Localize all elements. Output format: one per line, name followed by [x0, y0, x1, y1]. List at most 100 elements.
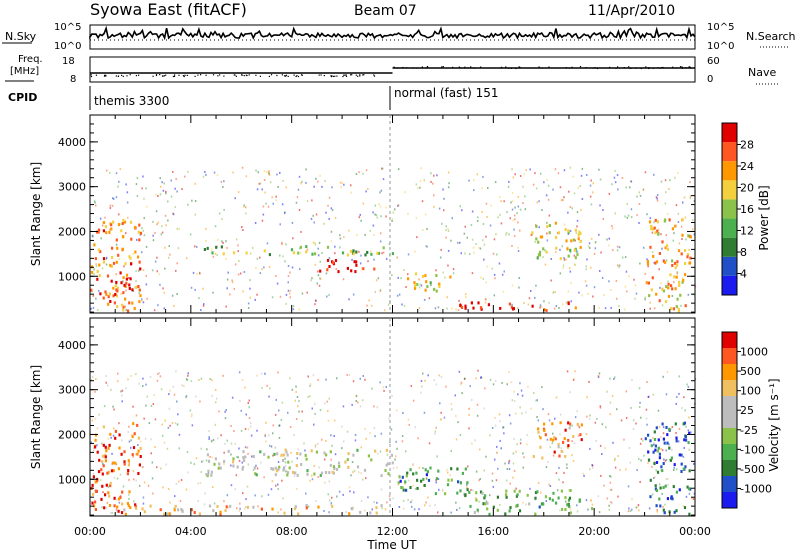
scatter-cell: [96, 481, 98, 484]
scatter-cell: [471, 442, 473, 445]
scatter-cell: [592, 191, 594, 194]
scatter-cell: [498, 262, 501, 265]
scatter-cell: [280, 418, 283, 421]
scatter-cell: [632, 419, 635, 422]
scatter-cell: [392, 211, 395, 214]
scatter-cell: [681, 238, 683, 240]
scatter-cell: [384, 508, 387, 511]
scatter-cell: [420, 391, 422, 394]
scatter-cell: [237, 244, 239, 247]
scatter-cell: [667, 280, 669, 283]
scatter-cell: [482, 277, 485, 280]
scatter-cell: [673, 469, 675, 471]
scatter-cell: [573, 254, 576, 257]
scatter-cell: [277, 371, 279, 374]
scatter-cell: [289, 292, 291, 295]
region-cell: [216, 505, 219, 508]
scatter-cell: [477, 511, 479, 513]
region-cell: [460, 306, 464, 309]
nsky-tick-top: 10^5: [54, 22, 81, 33]
scatter-cell: [176, 423, 179, 426]
region-cell: [674, 224, 677, 228]
scatter-cell: [157, 221, 159, 224]
region-cell: [115, 280, 118, 284]
scatter-cell: [590, 266, 592, 269]
scatter-cell: [264, 433, 266, 436]
region-cell: [661, 469, 664, 473]
scatter-cell: [128, 462, 130, 465]
scatter-cell: [594, 241, 597, 243]
region-cell: [561, 507, 564, 511]
scatter-cell: [633, 278, 635, 281]
scatter-cell: [585, 284, 588, 287]
velocity-colorbar-tick-label: -1000: [740, 482, 772, 495]
region-cell: [483, 496, 486, 500]
scatter-cell: [282, 179, 284, 182]
scatter-cell: [515, 487, 517, 490]
scatter-cell: [598, 511, 601, 514]
region-cell: [413, 284, 417, 288]
scatter-cell: [336, 377, 338, 380]
scatter-cell: [93, 268, 95, 271]
scatter-cell: [547, 413, 550, 416]
scatter-cell: [118, 213, 120, 216]
scatter-cell: [154, 418, 157, 421]
scatter-cell: [468, 413, 470, 416]
scatter-cell: [346, 430, 349, 433]
scatter-cell: [577, 186, 580, 189]
scatter-cell: [226, 278, 229, 281]
region-cell: [513, 489, 516, 493]
region-cell: [655, 260, 659, 264]
nave-dot: [362, 74, 364, 76]
region-cell: [104, 290, 107, 294]
region-cell: [96, 230, 99, 234]
scatter-cell: [198, 379, 200, 381]
scatter-cell: [297, 448, 299, 451]
scatter-cell: [218, 212, 221, 215]
region-cell: [681, 233, 684, 237]
scatter-cell: [610, 489, 612, 492]
region-cell: [450, 478, 453, 482]
region-cell: [109, 432, 112, 436]
scatter-cell: [497, 216, 499, 219]
scatter-cell: [523, 173, 525, 176]
scatter-cell: [328, 196, 331, 199]
scatter-cell: [545, 194, 548, 197]
scatter-cell: [446, 296, 448, 299]
scatter-cell: [597, 376, 600, 378]
scatter-cell: [230, 425, 232, 427]
region-cell: [385, 463, 388, 467]
scatter-cell: [259, 272, 262, 275]
scatter-cell: [172, 385, 174, 388]
scatter-cell: [352, 380, 355, 383]
region-cell: [438, 285, 441, 288]
nave-label: Nave: [748, 66, 776, 79]
scatter-cell: [476, 403, 479, 406]
scatter-cell: [167, 200, 169, 203]
scatter-cell: [464, 225, 466, 228]
region-cell: [137, 230, 140, 234]
region-cell: [526, 493, 529, 497]
region-cell: [272, 467, 275, 471]
velocity-colorbar-swatch: [722, 492, 737, 508]
region-cell: [305, 506, 308, 510]
region-cell: [680, 252, 683, 256]
scatter-cell: [274, 446, 276, 449]
scatter-cell: [386, 501, 388, 504]
scatter-cell: [199, 400, 201, 403]
scatter-cell: [661, 304, 664, 307]
region-cell: [115, 238, 118, 242]
x-tick-label: 16:00: [477, 525, 509, 538]
region-cell: [574, 306, 577, 310]
scatter-cell: [243, 271, 246, 273]
scatter-cell: [608, 237, 610, 240]
scatter-cell: [128, 478, 130, 481]
scatter-cell: [277, 461, 280, 463]
scatter-cell: [526, 434, 528, 436]
scatter-cell: [561, 245, 563, 248]
scatter-cell: [217, 238, 219, 241]
region-cell: [652, 227, 655, 231]
scatter-cell: [151, 269, 154, 272]
region-cell: [568, 426, 571, 430]
